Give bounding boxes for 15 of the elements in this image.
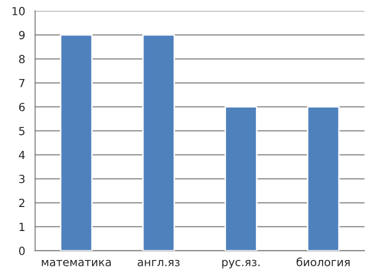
y-tick-label: 9 <box>19 30 25 40</box>
y-tick-label: 3 <box>19 174 25 184</box>
y-tick-label: 2 <box>19 198 24 207</box>
y-tick-label: 6 <box>19 102 25 112</box>
y-tick-label: 8 <box>19 54 25 64</box>
y-tick-label: 7 <box>19 79 24 88</box>
x-tick-label: рус.яз. <box>222 260 260 268</box>
y-tick-label: 0 <box>19 246 25 256</box>
y-tick-label: 1 <box>20 222 24 231</box>
x-tick-label: математика <box>42 260 111 266</box>
y-tick-label: 4 <box>18 150 25 160</box>
x-tick-label: биология <box>296 257 350 266</box>
y-tick-label: 5 <box>19 126 24 136</box>
y-tick-label: 10 <box>12 6 25 16</box>
x-tick-label: англ.яз <box>138 260 180 266</box>
